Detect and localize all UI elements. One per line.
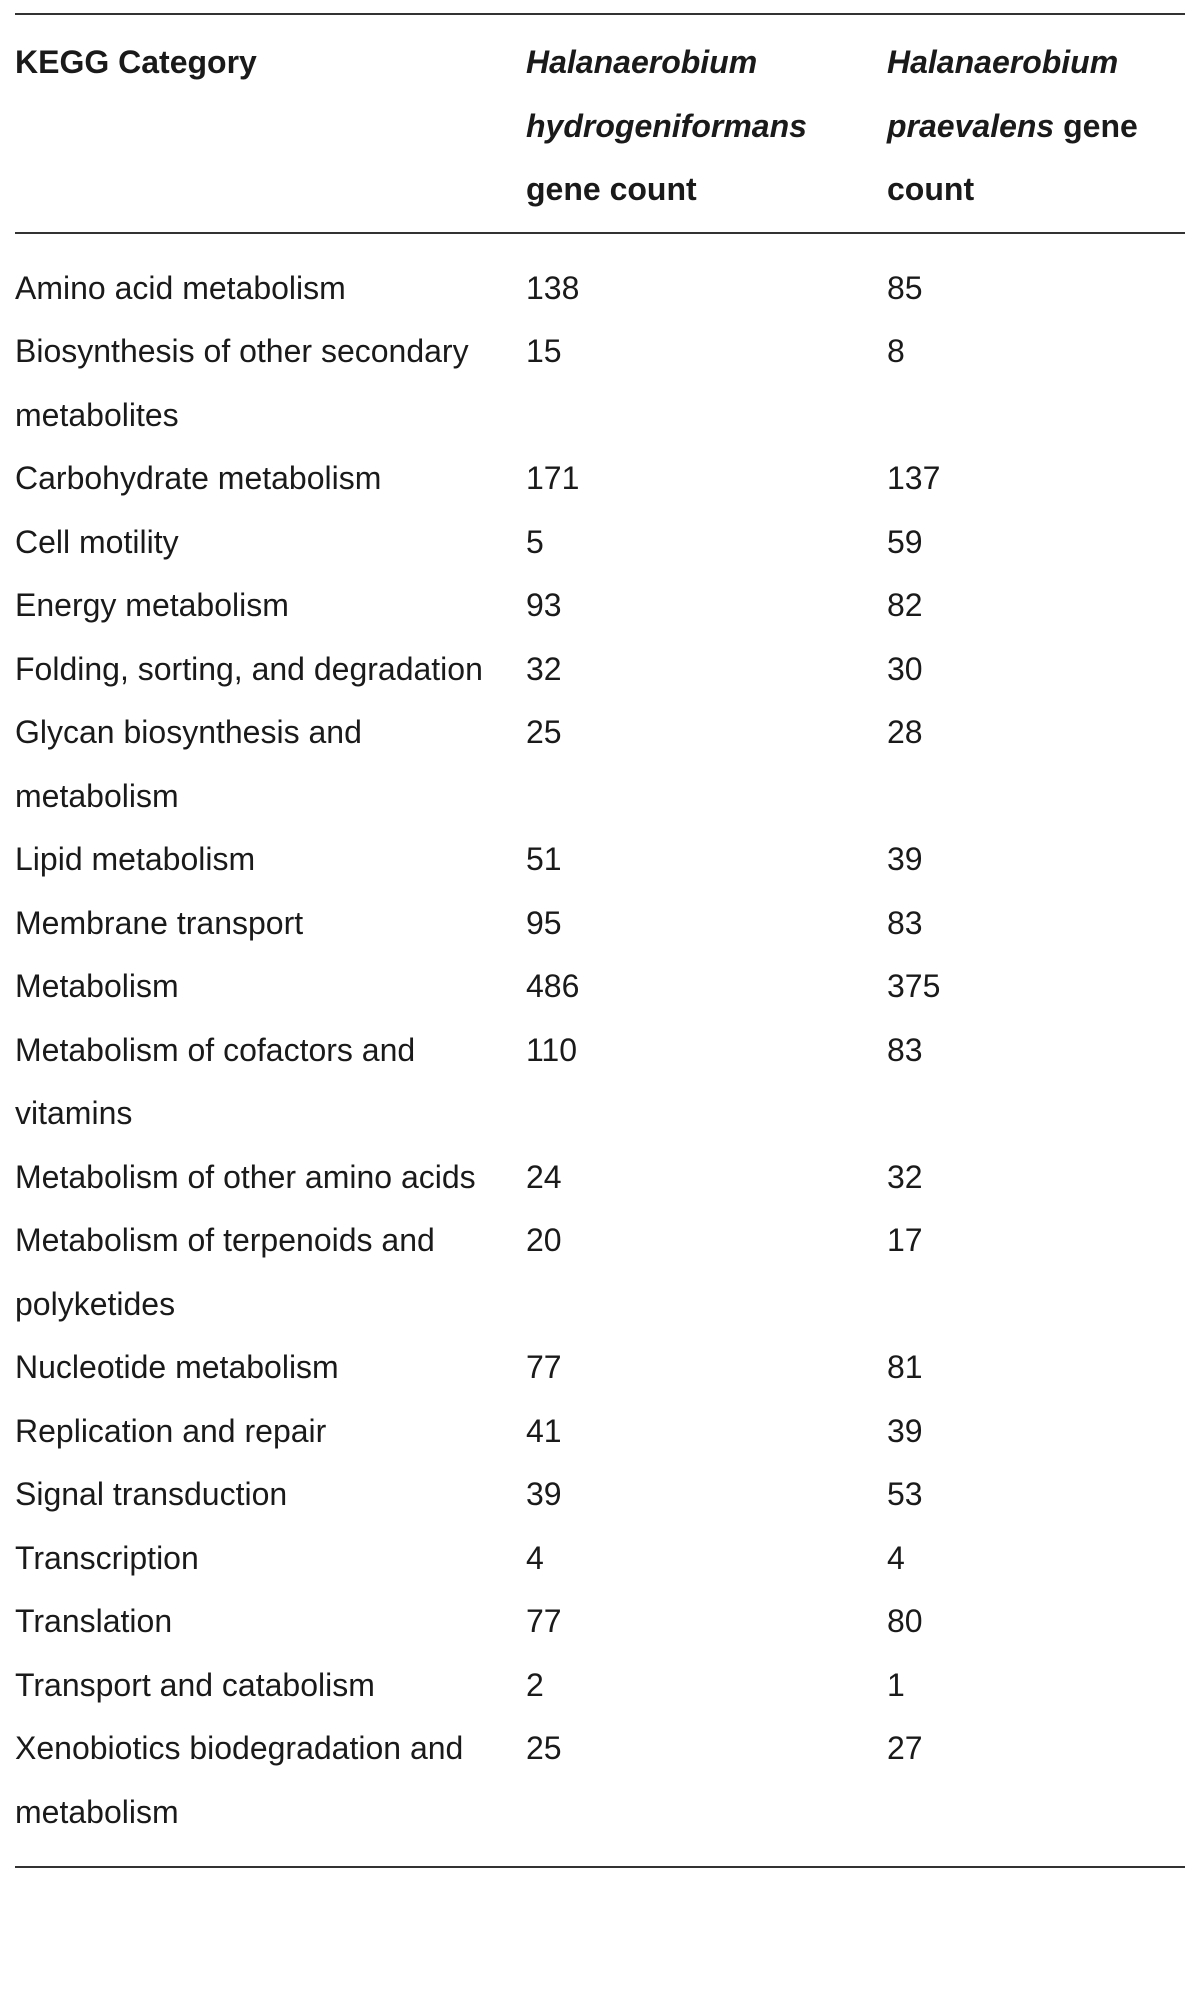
header-text: gene count <box>887 107 1138 208</box>
table-row: Folding, sorting, and degradation 32 30 <box>15 638 1185 702</box>
table-row: Amino acid metabolism 138 85 <box>15 257 1185 321</box>
count-cell: 171 <box>526 460 580 496</box>
table-row: Translation 77 80 <box>15 1590 1185 1654</box>
header-cell: Halanaerobium praevalens gene count <box>887 31 1185 222</box>
count-cell: 375 <box>887 968 941 1004</box>
count-cell: 39 <box>526 1476 562 1512</box>
category-cell: Glycan biosynthesis and metabolism <box>15 714 362 814</box>
table-row: Replication and repair 41 39 <box>15 1400 1185 1464</box>
count-cell: 17 <box>887 1222 923 1258</box>
category-cell: Cell motility <box>15 523 179 560</box>
category-cell: Metabolism <box>15 968 179 1004</box>
count-cell: 4 <box>526 1539 544 1576</box>
table-row: Metabolism of cofactors and vitamins 110 8… <box>15 1019 1185 1146</box>
category-cell: Folding, sorting, and degradation <box>15 650 483 687</box>
count-cell: 25 <box>526 714 562 750</box>
table-row: Energy metabolism 93 82 <box>15 574 1185 638</box>
category-cell: Energy metabolism <box>15 587 289 623</box>
category-cell: Transport and catabolism <box>15 1666 375 1703</box>
count-cell: 82 <box>887 587 923 623</box>
count-cell: 83 <box>887 1031 923 1068</box>
table-body: Amino acid metabolism 138 85 Biosynthesis o… <box>15 234 1185 1867</box>
category-cell: Xenobiotics biodegradation and metabolis… <box>15 1730 464 1830</box>
count-cell: 2 <box>526 1666 544 1703</box>
count-cell: 85 <box>887 269 923 306</box>
category-cell: Transcription <box>15 1539 199 1576</box>
count-cell: 1 <box>887 1666 905 1703</box>
count-cell: 27 <box>887 1730 923 1766</box>
table-row: Nucleotide metabolism 77 81 <box>15 1336 1185 1400</box>
count-cell: 93 <box>526 587 562 623</box>
category-cell: Amino acid metabolism <box>15 269 346 306</box>
table-row: Membrane transport 95 83 <box>15 892 1185 956</box>
category-cell: Biosynthesis of other secondary metaboli… <box>15 333 469 433</box>
table-row: Carbohydrate metabolism 171 137 <box>15 447 1185 511</box>
count-cell: 53 <box>887 1476 923 1512</box>
species-name: Halanaerobium hydrogeniformans <box>526 44 807 144</box>
header-rule <box>15 231 1185 234</box>
count-cell: 39 <box>887 841 923 877</box>
header-row: KEGG Category Halanaerobium hydrogenifor… <box>15 15 1185 232</box>
table-row: Cell motility 5 59 <box>15 511 1185 575</box>
count-cell: 25 <box>526 1730 562 1766</box>
count-cell: 59 <box>887 523 923 560</box>
count-cell: 4 <box>887 1539 905 1576</box>
category-cell: Lipid metabolism <box>15 841 256 877</box>
count-cell: 41 <box>526 1412 562 1449</box>
bottom-rule <box>15 1866 1185 1868</box>
count-cell: 39 <box>887 1412 923 1449</box>
top-rule <box>15 13 1185 15</box>
count-cell: 51 <box>526 841 562 877</box>
table-row: Metabolism of terpenoids and polyketides… <box>15 1209 1185 1336</box>
count-cell: 77 <box>526 1349 562 1385</box>
count-cell: 81 <box>887 1349 923 1385</box>
count-cell: 77 <box>526 1603 562 1639</box>
category-cell: Translation <box>15 1603 173 1639</box>
table-row: Lipid metabolism 51 39 <box>15 828 1185 892</box>
count-cell: 486 <box>526 968 580 1004</box>
table-row: Metabolism of other amino acids 24 32 <box>15 1146 1185 1210</box>
header-text: KEGG Category <box>15 44 257 80</box>
count-cell: 95 <box>526 904 562 941</box>
count-cell: 138 <box>526 269 580 306</box>
header-cell: KEGG Category <box>15 31 526 222</box>
count-cell: 83 <box>887 904 923 941</box>
table-row: Transport and catabolism 2 1 <box>15 1654 1185 1718</box>
count-cell: 20 <box>526 1222 562 1258</box>
table-row: Glycan biosynthesis and metabolism 25 28 <box>15 701 1185 828</box>
header-cell: Halanaerobium hydrogeniformans gene coun… <box>526 31 887 222</box>
table-row: Xenobiotics biodegradation and metabolis… <box>15 1717 1185 1844</box>
category-cell: Membrane transport <box>15 904 304 941</box>
count-cell: 32 <box>526 650 562 687</box>
count-cell: 30 <box>887 650 923 687</box>
species-name: Halanaerobium praevalens <box>887 44 1119 144</box>
count-cell: 15 <box>526 333 562 369</box>
category-cell: Replication and repair <box>15 1412 327 1449</box>
category-cell: Signal transduction <box>15 1476 288 1512</box>
count-cell: 24 <box>526 1158 562 1195</box>
count-cell: 5 <box>526 523 544 560</box>
table-row: Transcription 4 4 <box>15 1527 1185 1591</box>
count-cell: 8 <box>887 333 905 369</box>
category-cell: Metabolism of other amino acids <box>15 1158 476 1195</box>
category-cell: Metabolism of terpenoids and polyketides <box>15 1222 435 1322</box>
table-row: Signal transduction 39 53 <box>15 1463 1185 1527</box>
table: KEGG Category Halanaerobium hydrogenifor… <box>15 13 1185 1868</box>
count-cell: 137 <box>887 460 941 496</box>
category-cell: Nucleotide metabolism <box>15 1349 339 1385</box>
table-row: Metabolism 486 375 <box>15 955 1185 1019</box>
count-cell: 110 <box>526 1031 578 1068</box>
header-text: gene count <box>526 171 697 207</box>
count-cell: 80 <box>887 1603 923 1639</box>
count-cell: 28 <box>887 714 923 750</box>
table-row: Biosynthesis of other secondary metaboli… <box>15 320 1185 447</box>
count-cell: 32 <box>887 1158 923 1195</box>
category-cell: Metabolism of cofactors and vitamins <box>15 1031 416 1132</box>
category-cell: Carbohydrate metabolism <box>15 460 382 496</box>
